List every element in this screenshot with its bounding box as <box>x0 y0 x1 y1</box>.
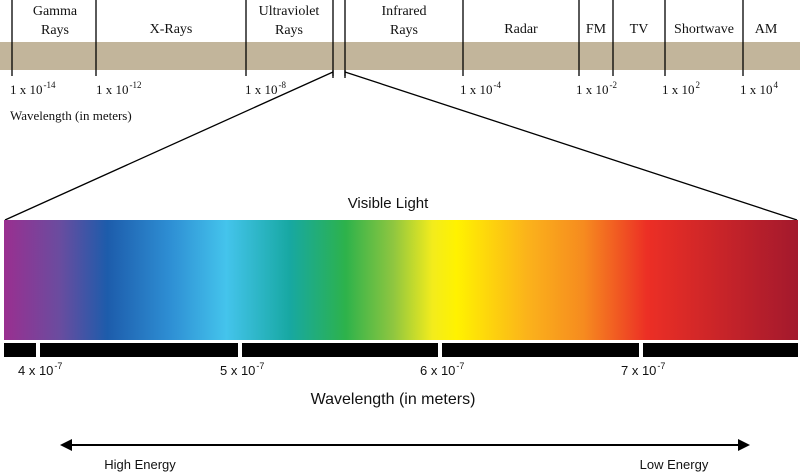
tick-base: 6 x 10 <box>420 363 455 378</box>
tick-exp: -8 <box>279 80 287 90</box>
tick-exp: 4 <box>774 80 779 90</box>
tick-base: 4 x 10 <box>18 363 53 378</box>
high-energy: High Energy <box>104 457 176 472</box>
tick-label: 1 x 104 <box>740 80 779 97</box>
band-label: Gamma <box>33 4 78 19</box>
tick-base: 1 x 10 <box>740 82 773 97</box>
band-label: Rays <box>275 23 303 38</box>
band-label: Radar <box>504 22 538 37</box>
tick-label: 1 x 10-2 <box>576 80 617 97</box>
band-label: Ultraviolet <box>259 4 320 19</box>
band-label: Infrared <box>381 4 426 19</box>
tick-exp: -4 <box>494 80 502 90</box>
tick-label: 1 x 10-14 <box>10 80 56 97</box>
tick-base: 1 x 10 <box>576 82 609 97</box>
tick-label: 6 x 10-7 <box>420 361 464 378</box>
tick-base: 1 x 10 <box>460 82 493 97</box>
tick-base: 1 x 10 <box>245 82 278 97</box>
tick-label: 1 x 10-12 <box>96 80 142 97</box>
tick-exp: -12 <box>130 80 142 90</box>
tick-exp: -2 <box>610 80 618 90</box>
tick-base: 7 x 10 <box>621 363 656 378</box>
zoom-ticks <box>332 70 346 78</box>
spectrum-bar <box>0 42 800 70</box>
tick-exp: -7 <box>657 361 665 371</box>
tick-base: 5 x 10 <box>220 363 255 378</box>
tick-label: 4 x 10-7 <box>18 361 62 378</box>
band-label: TV <box>630 22 649 37</box>
band-label: X-Rays <box>150 22 193 37</box>
tick-exp: -7 <box>256 361 264 371</box>
tick-base: 1 x 10 <box>96 82 129 97</box>
tick-base: 1 x 10 <box>662 82 695 97</box>
scale-gap <box>238 343 242 357</box>
tick-label: 7 x 10-7 <box>621 361 665 378</box>
band-label: Shortwave <box>674 22 734 37</box>
axis-label: Wavelength (in meters) <box>10 108 132 123</box>
tick-exp: -7 <box>54 361 62 371</box>
band-dividers <box>11 0 744 76</box>
tick-exp: -7 <box>456 361 464 371</box>
band-label: AM <box>755 22 778 37</box>
visible-axis-label: Wavelength (in meters) <box>311 391 476 408</box>
tick-exp: 2 <box>696 80 701 90</box>
zoom-lines <box>4 71 798 221</box>
visible-spectrum <box>4 220 798 340</box>
band-label: Rays <box>41 23 69 38</box>
tick-exp: -14 <box>44 80 56 90</box>
scale-gap <box>438 343 442 357</box>
scale-gap <box>639 343 643 357</box>
band-label: FM <box>586 22 607 37</box>
band-label: Rays <box>390 23 418 38</box>
tick-label: 1 x 102 <box>662 80 700 97</box>
low-energy: Low Energy <box>640 457 709 472</box>
scale-bar <box>4 343 798 357</box>
tick-label: 1 x 10-8 <box>245 80 286 97</box>
scale-gap <box>36 343 40 357</box>
visible-title: Visible Light <box>348 195 429 212</box>
tick-label: 5 x 10-7 <box>220 361 264 378</box>
tick-base: 1 x 10 <box>10 82 43 97</box>
tick-label: 1 x 10-4 <box>460 80 501 97</box>
